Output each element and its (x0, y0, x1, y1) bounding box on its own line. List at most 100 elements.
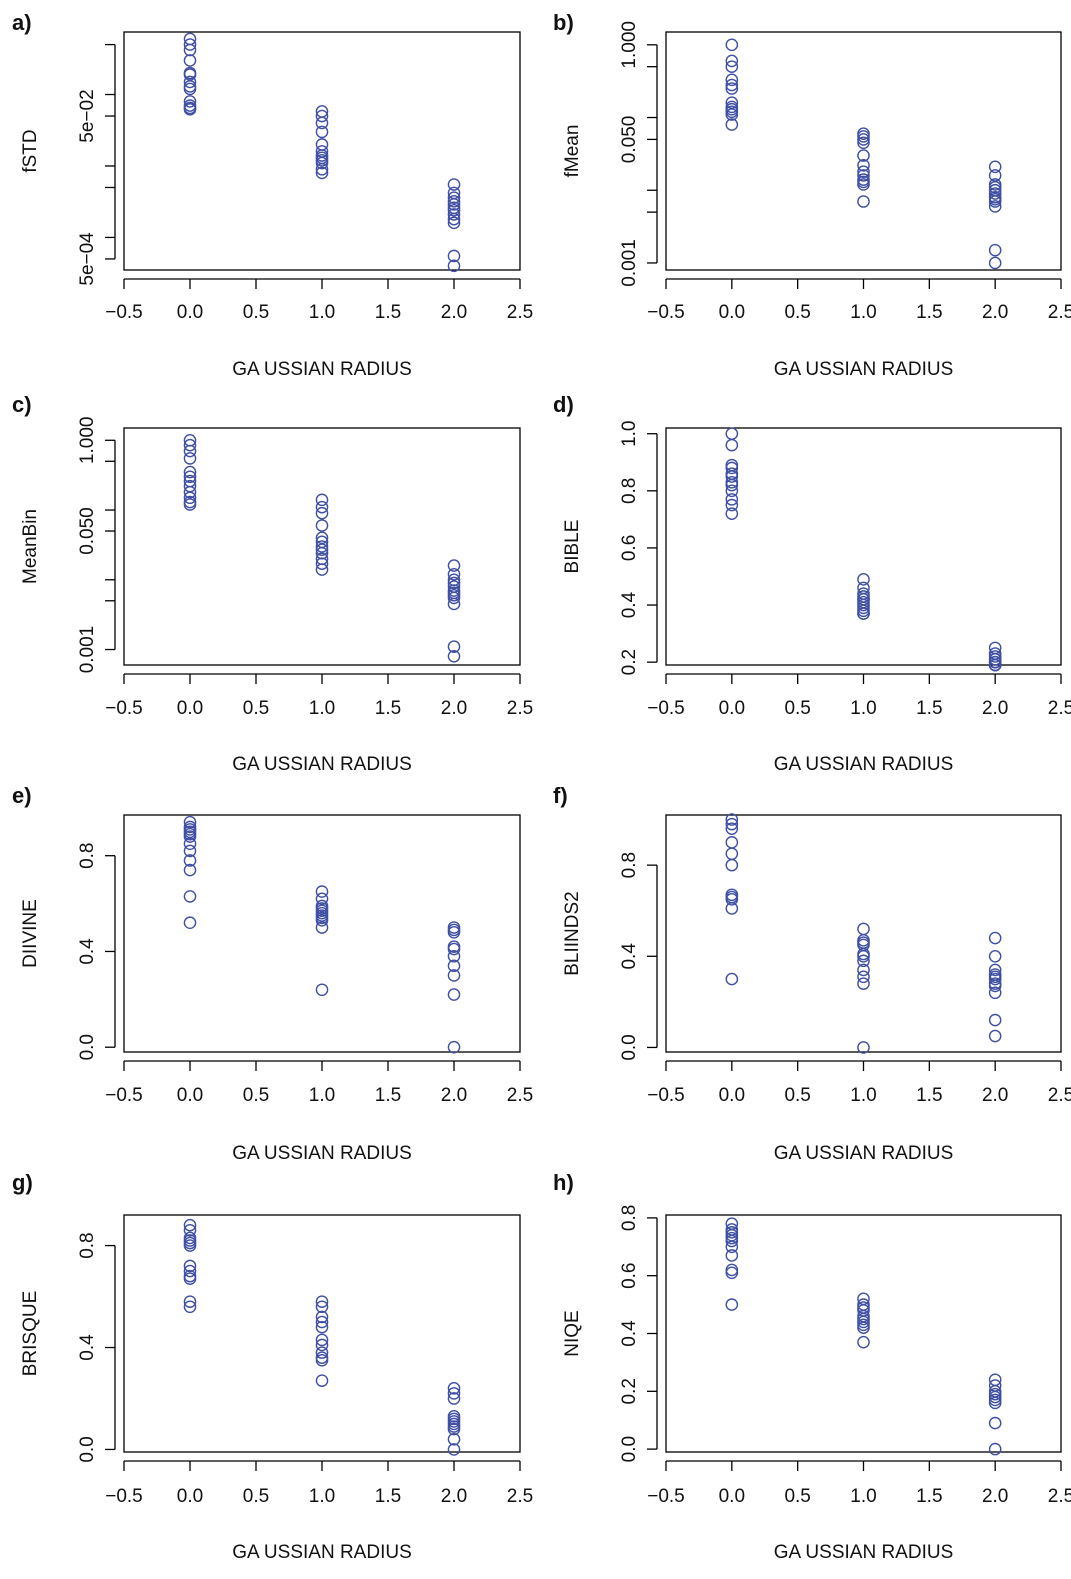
y-tick-label: 0.050 (77, 507, 98, 555)
panel-letter: d) (553, 392, 574, 417)
y-tick-label: 0.0 (619, 1436, 640, 1462)
x-tick-label: 2.0 (982, 1486, 1008, 1507)
plot-frame (123, 427, 521, 666)
x-tick-label: 0.5 (243, 1486, 269, 1507)
panel-e: e) −0.5 0.0 0.5 1.0 1.5 2.0 2.5 GA USSIAN RADIUS… (12, 783, 533, 1164)
y-tick-label: 5e−04 (77, 232, 98, 286)
data-point (183, 103, 197, 116)
x-tick-label: 1.0 (850, 1486, 876, 1507)
data-point (988, 972, 1002, 986)
data-point (183, 837, 197, 851)
data-point (183, 1295, 197, 1308)
data-point (183, 1223, 197, 1237)
data-point (447, 926, 461, 939)
y-tick-label: 1.000 (77, 417, 98, 465)
panel-b: b) −0.5 0.0 0.5 1.0 1.5 2.0 2.5 GA USSIAN RADIUS… (553, 10, 1071, 380)
data-point (183, 491, 197, 505)
data-point (725, 1240, 739, 1254)
x-tick-label: 0.0 (719, 698, 745, 719)
data-point (315, 540, 329, 553)
y-tick-label: 0.0 (77, 1436, 98, 1462)
x-tick-label: 0.0 (719, 1486, 745, 1507)
y-tick-label: 0.001 (77, 626, 98, 674)
data-point (447, 1422, 461, 1436)
data-point (183, 1239, 197, 1252)
data-point (447, 1040, 461, 1054)
data-point (988, 160, 1002, 174)
data-point (857, 949, 870, 963)
data-point (315, 1346, 329, 1359)
data-point (447, 559, 461, 572)
x-tick-label: 0.5 (243, 698, 269, 719)
data-point (315, 500, 329, 514)
x-axis-label: GA USSIAN RADIUS (774, 1143, 954, 1164)
y-tick-label: 0.6 (619, 535, 640, 561)
data-point (725, 902, 739, 915)
x-tick-label: 1.5 (916, 302, 942, 323)
y-axis-label: DIIVINE (20, 899, 41, 968)
data-point (857, 922, 870, 936)
data-point (183, 1218, 197, 1232)
data-point (725, 38, 739, 52)
data-point (315, 116, 329, 130)
data-point (315, 1338, 329, 1352)
y-tick-label: 0.050 (619, 116, 640, 164)
y-axis-label: MeanBin (20, 509, 41, 584)
plot-frame (665, 427, 1062, 666)
data-point (857, 963, 870, 977)
data-point (857, 159, 870, 172)
x-tick-label: 0.5 (243, 302, 269, 323)
data-point (447, 969, 461, 982)
panel-letter: c) (12, 392, 32, 417)
x-tick-label: 2.0 (441, 1085, 467, 1106)
x-tick-label: 2.0 (982, 302, 1008, 323)
data-point (183, 438, 197, 452)
data-point (315, 1300, 329, 1314)
y-tick-label: 0.8 (77, 842, 98, 868)
plot-frame (123, 31, 521, 271)
data-point (725, 817, 739, 831)
data-point (857, 1321, 870, 1335)
data-point (988, 1416, 1002, 1430)
x-tick-label: −0.5 (105, 302, 143, 323)
data-point (988, 1396, 1002, 1410)
data-point (183, 1272, 197, 1286)
data-point (725, 498, 739, 512)
x-tick-label: 1.0 (850, 698, 876, 719)
panel-letter: h) (553, 1170, 574, 1195)
data-point (315, 156, 329, 170)
data-point (857, 573, 870, 586)
data-point (315, 1353, 329, 1367)
y-axis-label: fSTD (20, 129, 41, 172)
data-point (447, 949, 461, 963)
data-point (725, 1263, 739, 1277)
x-axis-label: GA USSIAN RADIUS (232, 1143, 412, 1164)
x-tick-label: 0.5 (784, 1085, 810, 1106)
x-tick-label: 2.5 (1048, 698, 1071, 719)
x-tick-label: 0.0 (719, 1085, 745, 1106)
data-point (447, 208, 461, 221)
y-tick-label: 1.000 (619, 21, 640, 69)
data-point (447, 576, 461, 590)
data-point (857, 136, 870, 150)
data-point (857, 607, 870, 620)
x-tick-label: 2.0 (982, 698, 1008, 719)
panel-a: a) −0.5 0.0 0.5 1.0 1.5 2.0 2.5 GA USSIAN RADIUS… (12, 10, 533, 380)
data-point (857, 977, 870, 990)
data-point (315, 531, 329, 545)
data-point (183, 75, 197, 89)
data-point (447, 959, 461, 973)
x-tick-label: 2.5 (1048, 1486, 1071, 1507)
data-point (447, 249, 461, 263)
data-point (183, 32, 197, 46)
x-axis-label: GA USSIAN RADIUS (232, 754, 412, 775)
data-point (183, 465, 197, 479)
data-point (315, 557, 329, 571)
y-tick-label: 0.0 (77, 1034, 98, 1060)
x-tick-label: 0.0 (177, 1486, 203, 1507)
x-tick-label: 1.5 (916, 698, 942, 719)
data-point (183, 485, 197, 499)
panel-letter: b) (553, 10, 574, 35)
y-tick-label: 0.001 (619, 239, 640, 287)
data-point (725, 813, 739, 826)
